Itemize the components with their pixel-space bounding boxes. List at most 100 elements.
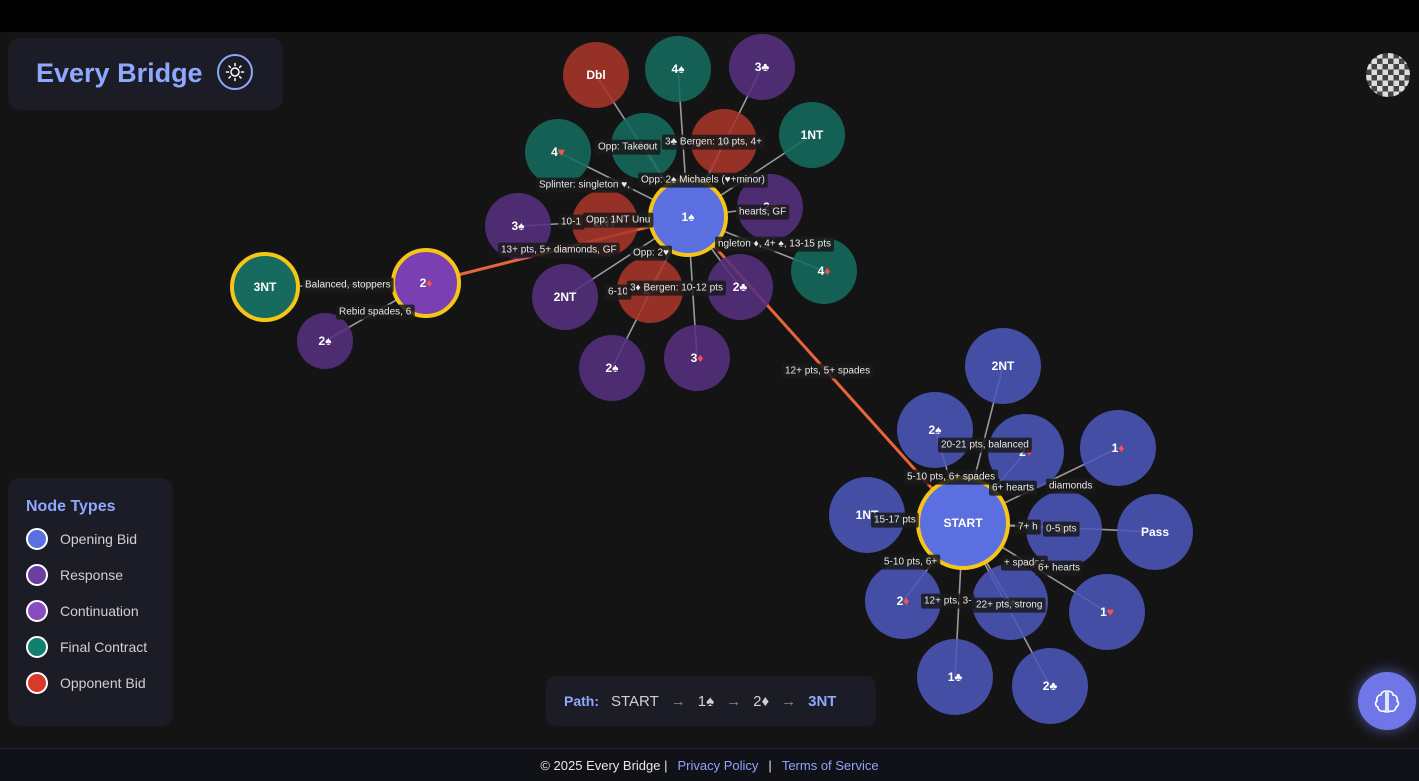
- node-circle[interactable]: [865, 563, 941, 639]
- node-circle[interactable]: [664, 325, 730, 391]
- bidding-path-bar: Path: START → 1♠ → 2♦ → 3NT: [546, 676, 876, 726]
- bid-node-n_1h[interactable]: 1♥: [1069, 574, 1145, 650]
- node-circle[interactable]: [791, 238, 857, 304]
- node-circle[interactable]: [917, 639, 993, 715]
- node-circle[interactable]: [230, 252, 300, 322]
- edge-label-bg: [583, 212, 654, 228]
- bid-node-n_1c[interactable]: 1♣: [917, 639, 993, 715]
- edge-label-text: ngleton ♦, 4+ ♠, 13-15 pts: [718, 239, 831, 250]
- node-circle[interactable]: [1080, 410, 1156, 486]
- edge-label: Opp: Takeout: [595, 139, 661, 155]
- path-step[interactable]: 2♦: [753, 692, 770, 710]
- edge-label-bg: [558, 214, 585, 230]
- edge-label: 6-10: [605, 284, 632, 300]
- node-label: 1NT: [801, 128, 824, 142]
- ai-assistant-button[interactable]: [1358, 672, 1416, 730]
- sun-icon: [225, 62, 245, 82]
- edge-label-text: 22+ pts, strong: [976, 600, 1042, 611]
- edge-label: 7+ h: [1015, 519, 1041, 535]
- bid-node-n_3s_b[interactable]: 3♠: [485, 193, 551, 259]
- bid-node-n_2s_c[interactable]: 2♠: [297, 313, 353, 369]
- legend-label: Opponent Bid: [60, 675, 146, 691]
- bid-node-n_2s_b[interactable]: 2♠: [579, 335, 645, 401]
- edge-label-bg: [662, 134, 766, 150]
- privacy-policy-link[interactable]: Privacy Policy: [677, 757, 759, 773]
- node-circle[interactable]: [729, 34, 795, 100]
- node-label: 2♠: [318, 334, 332, 348]
- edge-label: 3♦ Bergen: 10-12 pts: [627, 280, 726, 296]
- edge-label-text: Opp: Takeout: [598, 142, 658, 153]
- node-label: 4♠: [671, 62, 685, 76]
- bid-node-n_4h[interactable]: 4♥: [525, 119, 591, 185]
- path-step[interactable]: 1♠: [697, 692, 715, 710]
- brain-icon: [1374, 690, 1400, 713]
- node-label: Pass: [1141, 525, 1169, 539]
- bid-node-n_2c_b[interactable]: 2♣: [707, 254, 773, 320]
- node-circle[interactable]: [532, 264, 598, 330]
- node-circle[interactable]: [965, 328, 1041, 404]
- bid-node-n_4d[interactable]: 4♦: [791, 238, 857, 304]
- node-label: 1♥: [1100, 605, 1114, 619]
- user-avatar[interactable]: [1366, 53, 1410, 97]
- edge-label-bg: [595, 139, 661, 155]
- bid-node-n_4s[interactable]: 4♠: [645, 36, 711, 102]
- node-circle[interactable]: [779, 102, 845, 168]
- edge-label-bg: [871, 512, 919, 528]
- edge-label-bg: [336, 304, 415, 320]
- brand-panel: Every Bridge: [8, 38, 283, 110]
- bid-node-n_3c[interactable]: 3♣: [729, 34, 795, 100]
- edge-label: ngleton ♦, 4+ ♠, 13-15 pts: [715, 236, 834, 252]
- node-circle[interactable]: [525, 119, 591, 185]
- node-circle[interactable]: [829, 477, 905, 553]
- edge-label: hearts, GF: [736, 204, 790, 220]
- edge-label-bg: [989, 480, 1037, 496]
- edge-label-text: 10-1: [561, 217, 581, 228]
- edge-label: 15-17 pts: [871, 512, 919, 528]
- node-label: 2♠: [928, 423, 942, 437]
- node-circle[interactable]: [1012, 648, 1088, 724]
- bid-node-n_2nt_b[interactable]: 2NT: [532, 264, 598, 330]
- node-circle[interactable]: [1117, 494, 1193, 570]
- node-circle[interactable]: [645, 36, 711, 102]
- bid-node-n_1nt_b[interactable]: 1NT: [779, 102, 845, 168]
- node-circle[interactable]: [579, 335, 645, 401]
- opening-bid-swatch: [26, 528, 48, 550]
- terms-of-service-link[interactable]: Terms of Service: [781, 757, 879, 773]
- legend-item-final-contract: Final Contract: [26, 636, 147, 658]
- legend-label: Response: [60, 567, 124, 583]
- bid-node-n_2nt_a[interactable]: 2NT: [965, 328, 1041, 404]
- arrow-right-icon: →: [781, 692, 797, 710]
- edge-label-bg: [881, 554, 941, 570]
- node-label: 3♠: [511, 219, 525, 233]
- legend-label: Final Contract: [60, 639, 148, 655]
- node-circle[interactable]: [297, 313, 353, 369]
- path-final-contract[interactable]: 3NT: [808, 692, 837, 710]
- legend-label: Continuation: [60, 603, 139, 619]
- edge-label-bg: [921, 593, 975, 609]
- edge-label: 10-1: [558, 214, 585, 230]
- bid-node-n_dbl[interactable]: Dbl: [563, 42, 629, 108]
- node-circle[interactable]: [707, 254, 773, 320]
- path-label: Path:: [564, 693, 599, 709]
- node-circle[interactable]: [485, 193, 551, 259]
- path-step[interactable]: START: [611, 692, 659, 710]
- bid-node-n_2d_a[interactable]: 2♦: [865, 563, 941, 639]
- edge-label-bg: [973, 597, 1046, 613]
- bid-node-n_1s[interactable]: 1♠: [648, 177, 728, 257]
- node-circle[interactable]: [563, 42, 629, 108]
- node-label: 2NT: [554, 290, 577, 304]
- edge-label-text: Balanced, stoppers: [305, 280, 391, 291]
- node-label: 1♠: [681, 210, 695, 224]
- edge-label-text: diamonds: [1049, 481, 1092, 492]
- bid-node-n_2c_a[interactable]: 2♣: [1012, 648, 1088, 724]
- bid-node-n_3nt[interactable]: 3NT: [230, 252, 300, 322]
- node-label: 1♣: [948, 670, 963, 684]
- edge-label: 5-10 pts, 6+ spades: [904, 469, 999, 485]
- theme-toggle-button[interactable]: [217, 54, 253, 90]
- node-circle[interactable]: [1069, 574, 1145, 650]
- bid-node-n_1d[interactable]: 1♦: [1080, 410, 1156, 486]
- bid-node-n_3d[interactable]: 3♦: [664, 325, 730, 391]
- bid-node-n_2s_a[interactable]: 2♠: [897, 392, 973, 468]
- bid-node-n_pass[interactable]: Pass: [1117, 494, 1193, 570]
